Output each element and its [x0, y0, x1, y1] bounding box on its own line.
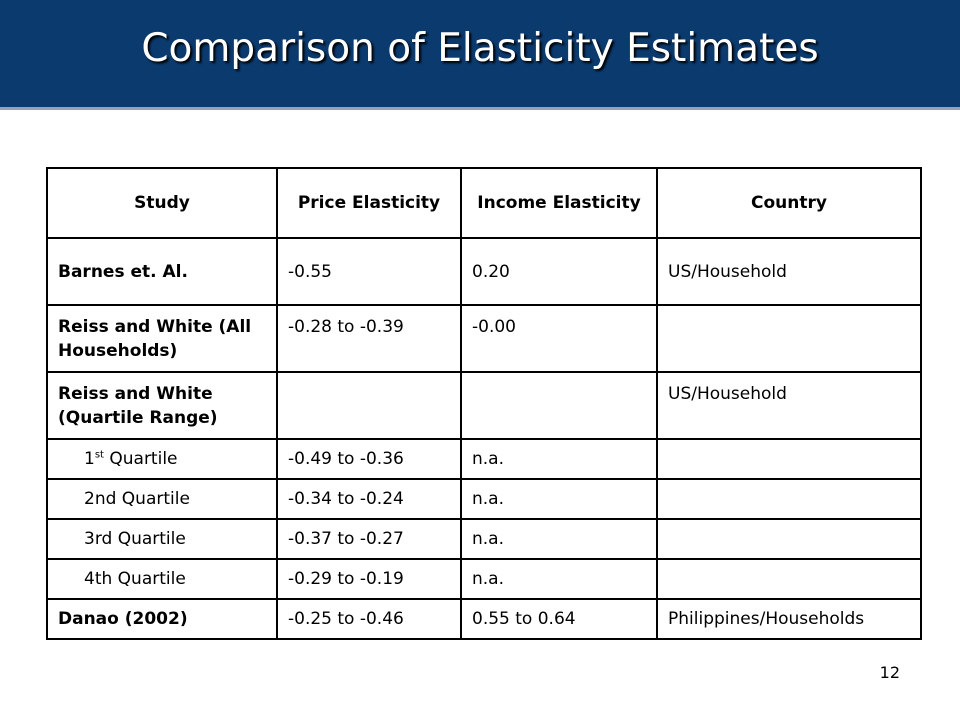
header-country: Country [656, 167, 922, 239]
cell-price-elasticity: -0.29 to -0.19 [276, 558, 462, 600]
cell-price-elasticity: -0.34 to -0.24 [276, 478, 462, 520]
title-bar: Comparison of Elasticity Estimates [0, 0, 960, 110]
cell-income-elasticity: n.a. [460, 438, 658, 480]
table-row: 3rd Quartile -0.37 to -0.27 n.a. [46, 518, 922, 560]
cell-country [656, 518, 922, 560]
header-income-elasticity: Income Elasticity [460, 167, 658, 239]
page-number: 12 [879, 663, 900, 682]
table-header-row: Study Price Elasticity Income Elasticity… [46, 167, 922, 239]
cell-country [656, 438, 922, 480]
table-row: 4th Quartile -0.29 to -0.19 n.a. [46, 558, 922, 600]
quartile-number: 1 [84, 449, 95, 469]
cell-price-elasticity: -0.49 to -0.36 [276, 438, 462, 480]
cell-study: 4th Quartile [46, 558, 278, 600]
cell-country [656, 304, 922, 373]
cell-income-elasticity: n.a. [460, 478, 658, 520]
table-row: Reiss and White (Quartile Range) US/Hous… [46, 371, 922, 440]
header-study: Study [46, 167, 278, 239]
cell-country: Philippines/Households [656, 598, 922, 640]
header-price-elasticity: Price Elasticity [276, 167, 462, 239]
cell-income-elasticity: n.a. [460, 518, 658, 560]
cell-study: 2nd Quartile [46, 478, 278, 520]
cell-study: Barnes et. Al. [46, 237, 278, 306]
cell-price-elasticity: -0.28 to -0.39 [276, 304, 462, 373]
cell-study: 3rd Quartile [46, 518, 278, 560]
cell-country [656, 478, 922, 520]
cell-income-elasticity: 0.55 to 0.64 [460, 598, 658, 640]
quartile-superscript: st [94, 449, 104, 461]
quartile-label: Quartile [103, 449, 178, 469]
cell-price-elasticity: -0.25 to -0.46 [276, 598, 462, 640]
table-row: Reiss and White (All Households) -0.28 t… [46, 304, 922, 373]
slide-title: Comparison of Elasticity Estimates [141, 26, 819, 71]
table-row: 1st Quartile -0.49 to -0.36 n.a. [46, 438, 922, 480]
cell-income-elasticity: 0.20 [460, 237, 658, 306]
table-row: 2nd Quartile -0.34 to -0.24 n.a. [46, 478, 922, 520]
cell-income-elasticity: n.a. [460, 558, 658, 600]
cell-price-elasticity [276, 371, 462, 440]
cell-country [656, 558, 922, 600]
cell-study: Danao (2002) [46, 598, 278, 640]
cell-study: Reiss and White (Quartile Range) [46, 371, 278, 440]
cell-price-elasticity: -0.37 to -0.27 [276, 518, 462, 560]
cell-income-elasticity [460, 371, 658, 440]
cell-study: Reiss and White (All Households) [46, 304, 278, 373]
table-row: Danao (2002) -0.25 to -0.46 0.55 to 0.64… [46, 598, 922, 640]
cell-country: US/Household [656, 371, 922, 440]
elasticity-table: Study Price Elasticity Income Elasticity… [46, 167, 922, 640]
table-row: Barnes et. Al. -0.55 0.20 US/Household [46, 237, 922, 306]
cell-study: 1st Quartile [46, 438, 278, 480]
cell-country: US/Household [656, 237, 922, 306]
cell-income-elasticity: -0.00 [460, 304, 658, 373]
cell-price-elasticity: -0.55 [276, 237, 462, 306]
